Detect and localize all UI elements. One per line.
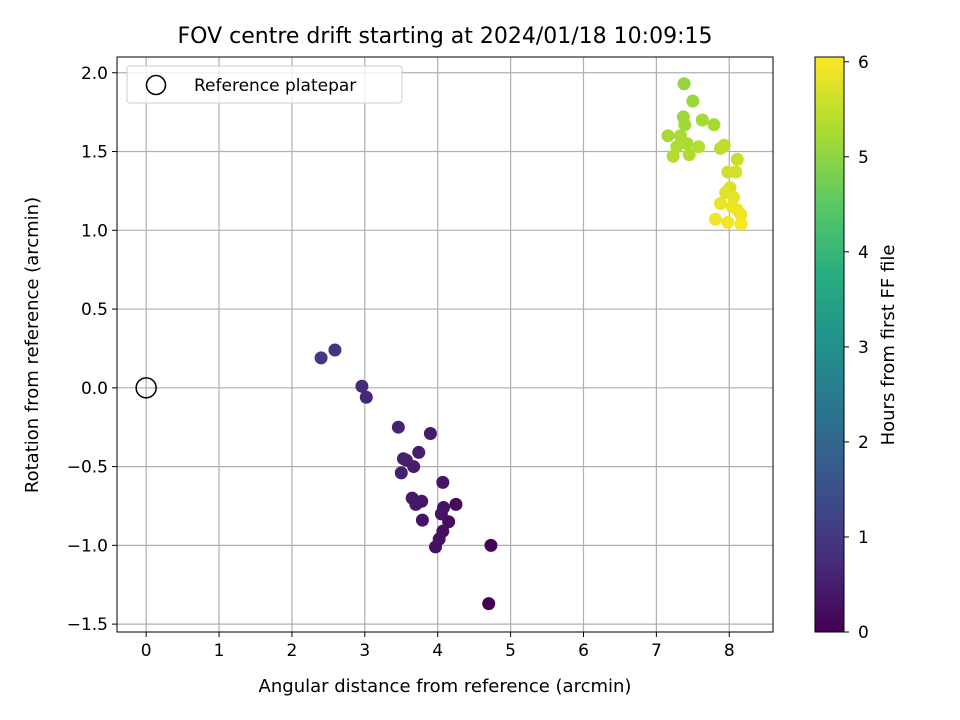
legend-label: Reference platepar [194,76,356,96]
colorbar-ticks: 0 1 2 3 4 5 6 [844,53,869,643]
scatter-point [482,597,496,611]
scatter-point [686,94,700,108]
x-tick-label: 4 [432,641,443,661]
y-tick-label: 1.5 [81,143,108,163]
scatter-point [394,466,408,480]
scatter-point [434,507,448,521]
colorbar-label: Hours from first FF file [878,245,899,446]
scatter-point [432,532,446,546]
colorbar-tick-label: 6 [858,53,869,73]
legend-box [126,65,403,104]
scatter-point [682,148,696,162]
colorbar: 0 1 2 3 4 5 6 Hours from first FF file [814,53,899,643]
scatter-point [405,491,419,505]
reference-platepar-marker [135,377,157,399]
scatter-point [707,118,721,132]
colorbar-gradient [814,56,845,633]
plot-frame [116,56,774,633]
y-tick-label: 0.0 [81,379,108,399]
scatter-point [708,212,722,226]
legend: Reference platepar [126,65,403,104]
scatter-point [666,149,680,163]
scatter-point [695,113,709,127]
scatter-point [661,129,675,143]
y-tick-label: −1.5 [67,615,108,635]
scatter-point [449,497,463,511]
y-tick-label: −0.5 [67,458,108,478]
colorbar-tick-label: 3 [858,338,869,358]
scatter-point [729,165,743,179]
y-axis-label: Rotation from reference (arcmin) [22,197,43,493]
scatter-point [359,390,373,404]
scatter-point [484,538,498,552]
scatter-point [692,140,706,154]
scatter-point [734,208,748,222]
scatter-point [721,215,735,229]
scatter-point [714,197,728,211]
scatter-point [314,351,328,365]
scatter-point [412,445,426,459]
y-axis-ticks: −1.5 −1.0 −0.5 0.0 0.5 1.0 1.5 2.0 [67,64,117,635]
y-tick-label: 1.0 [81,221,108,241]
x-tick-label: 8 [724,641,735,661]
scatter-point [328,343,342,357]
grid-lines [117,57,773,632]
scatter-point [423,427,437,441]
scatter-point [678,118,692,132]
x-tick-label: 0 [141,641,152,661]
colorbar-tick-label: 0 [858,623,869,643]
scatter-point [355,379,369,393]
x-tick-label: 7 [651,641,662,661]
scatter-point [396,452,410,466]
x-tick-label: 5 [505,641,516,661]
x-tick-label: 3 [359,641,370,661]
x-tick-label: 1 [214,641,225,661]
scatter-point [415,513,429,527]
scatter-point [436,475,450,489]
colorbar-tick-label: 5 [858,148,869,168]
chart-title: FOV centre drift starting at 2024/01/18 … [178,24,713,49]
x-tick-label: 2 [287,641,298,661]
x-axis-label: Angular distance from reference (arcmin) [259,676,632,697]
scatter-point [734,217,748,231]
scatter-point [677,77,691,91]
y-tick-label: −1.0 [67,536,108,556]
data-points [314,77,748,611]
x-axis-ticks: 0 1 2 3 4 5 6 7 8 [141,632,735,661]
scatter-point [680,137,694,151]
legend-marker-icon [145,74,167,96]
y-tick-label: 2.0 [81,64,108,84]
scatter-point [391,420,405,434]
scatter-point [717,138,731,152]
x-tick-label: 6 [578,641,589,661]
colorbar-tick-label: 4 [858,243,869,263]
y-tick-label: 0.5 [81,300,108,320]
colorbar-tick-label: 1 [858,528,869,548]
scatter-point [730,152,744,166]
colorbar-tick-label: 2 [858,433,869,453]
